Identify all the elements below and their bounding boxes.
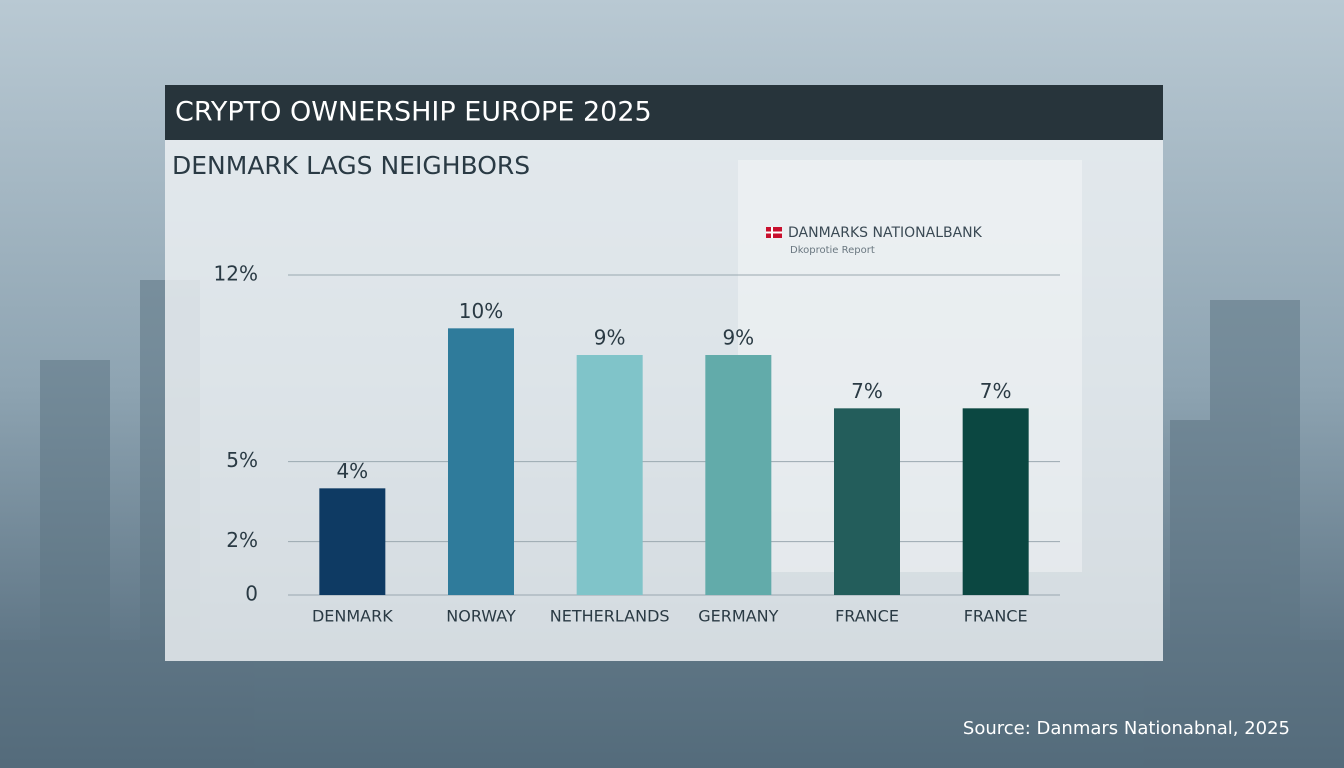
title-bar (165, 85, 1163, 140)
x-tick-label: NETHERLANDS (550, 607, 670, 626)
bar (448, 328, 514, 595)
value-label: 4% (336, 459, 368, 483)
skyline (0, 280, 1344, 768)
bar (962, 408, 1029, 595)
x-tick-label: NORWAY (446, 607, 516, 626)
bar (834, 408, 900, 595)
value-label: 7% (851, 379, 883, 403)
flag-cross (766, 231, 782, 234)
inset-subtitle: Dkoprotie Report (790, 245, 875, 256)
x-tick-label: DENMARK (312, 607, 393, 626)
source: Source: Danmars Nationabnal, 2025 (963, 718, 1290, 739)
x-tick-label: GERMANY (698, 607, 778, 626)
inset-title: DANMARKS NATIONALBANK (788, 225, 983, 241)
value-label: 9% (594, 326, 626, 350)
chart-subtitle: DENMARK LAGS NEIGHBORS (172, 151, 530, 180)
value-label: 10% (459, 299, 503, 323)
bar (319, 488, 386, 595)
inset-panel (738, 160, 1082, 572)
bar (576, 355, 643, 595)
y-tick-label: 2% (226, 528, 258, 552)
chart-title: CRYPTO OWNERSHIP EUROPE 2025 (175, 97, 652, 128)
y-tick-label: 12% (214, 262, 258, 286)
value-label: 7% (980, 379, 1012, 403)
y-tick-label: 0 (245, 582, 258, 606)
bar (705, 355, 772, 595)
y-tick-label: 5% (226, 448, 258, 472)
x-tick-label: FRANCE (835, 607, 899, 626)
x-tick-label: FRANCE (964, 607, 1028, 626)
value-label: 9% (722, 326, 754, 350)
